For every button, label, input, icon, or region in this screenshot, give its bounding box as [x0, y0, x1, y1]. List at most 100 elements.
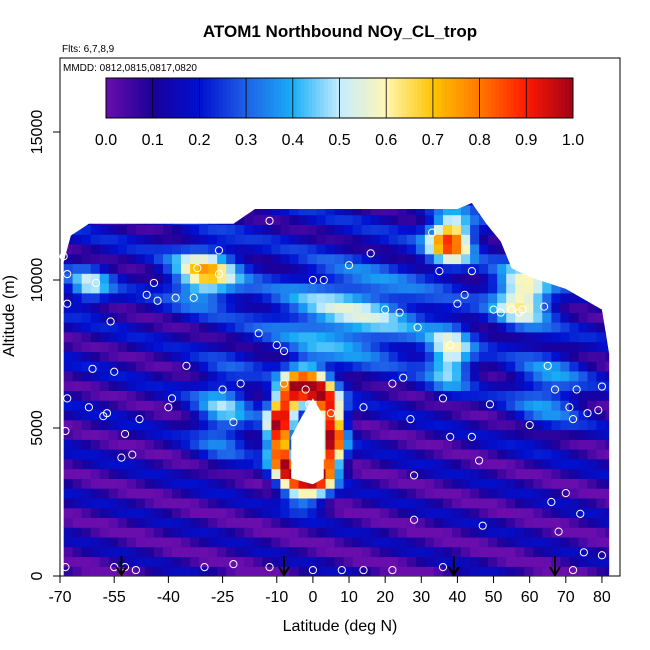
heatmap-cell	[479, 302, 489, 313]
heatmap-cell	[298, 361, 309, 372]
heatmap-cell	[244, 488, 254, 499]
heatmap-cell	[190, 273, 200, 284]
heatmap-cell	[325, 292, 336, 304]
heatmap-cell	[497, 214, 507, 225]
heatmap-cell	[199, 390, 209, 401]
heatmap-cell	[126, 292, 137, 304]
heatmap-cell	[81, 312, 92, 323]
heatmap-cell	[181, 488, 191, 499]
heatmap-cell	[99, 361, 110, 372]
heatmap-cell	[524, 253, 534, 265]
colorbar-segment	[168, 78, 173, 118]
heatmap-cell	[497, 361, 507, 372]
heatmap-cell	[90, 234, 101, 245]
sample-point	[568, 415, 578, 424]
heatmap-cell	[217, 312, 227, 323]
colorbar-segment	[495, 78, 500, 118]
heatmap-cell	[144, 370, 155, 382]
colorbar-segment	[191, 78, 197, 118]
heatmap-cell	[135, 322, 146, 333]
heatmap-cell	[63, 302, 74, 313]
heatmap-cell	[578, 380, 589, 391]
heatmap-cell	[217, 478, 227, 489]
colorbar-segment	[491, 78, 496, 118]
heatmap-cell	[452, 449, 462, 460]
heatmap-cell	[343, 351, 354, 362]
heatmap-cell	[81, 409, 92, 421]
sample-point	[565, 403, 574, 412]
heatmap-cell	[262, 390, 272, 401]
heatmap-cell	[361, 263, 372, 274]
heatmap-cell	[108, 214, 119, 225]
heatmap-cell	[587, 370, 598, 382]
heatmap-cell	[433, 390, 444, 401]
heatmap-cell	[461, 331, 471, 343]
heatmap-cell	[506, 204, 516, 216]
heatmap-cell	[117, 361, 128, 372]
sample-point	[88, 364, 97, 373]
heatmap-cell	[370, 390, 381, 401]
heatmap-cell	[497, 400, 507, 411]
heatmap-cell	[81, 234, 92, 245]
heatmap-cell	[415, 429, 426, 440]
heatmap-cell	[235, 263, 245, 274]
heatmap-cell	[461, 439, 471, 450]
heatmap-cell	[605, 566, 610, 577]
heatmap-cell	[81, 243, 92, 255]
heatmap-cell	[605, 224, 610, 235]
heatmap-cell	[72, 203, 83, 206]
heatmap-cell	[352, 390, 363, 401]
heatmap-cell	[533, 341, 543, 352]
heatmap-cell	[117, 458, 128, 470]
heatmap-cell	[497, 203, 507, 206]
heatmap-cell	[316, 390, 327, 401]
heatmap-cell	[208, 517, 218, 528]
heatmap-cell	[578, 204, 589, 216]
heatmap-cell	[226, 458, 236, 470]
heatmap-cell	[370, 331, 381, 343]
heatmap-cell	[515, 380, 525, 391]
heatmap-cell	[343, 400, 354, 411]
heatmap-cell	[596, 390, 607, 401]
heatmap-cell	[153, 214, 164, 225]
colorbar-segment	[152, 78, 158, 118]
heatmap-cell	[108, 341, 119, 352]
colorbar-segment	[203, 78, 208, 118]
heatmap-cell	[153, 380, 164, 391]
heatmap-cell	[135, 449, 146, 460]
heatmap-cell	[397, 302, 408, 313]
heatmap-cell	[506, 380, 516, 391]
heatmap-cell	[99, 292, 110, 304]
heatmap-cell	[144, 429, 155, 440]
heatmap-cell	[452, 468, 462, 479]
heatmap-cell	[163, 429, 173, 440]
heatmap-cell	[90, 331, 101, 343]
heatmap-cell	[361, 497, 372, 509]
heatmap-cell	[181, 478, 191, 489]
heatmap-cell	[560, 322, 570, 333]
heatmap-cell	[370, 361, 381, 372]
heatmap-cell	[289, 380, 299, 391]
heatmap-cell	[506, 566, 516, 577]
heatmap-cell	[424, 527, 435, 538]
heatmap-cell	[542, 224, 552, 235]
heatmap-cell	[461, 497, 471, 509]
heatmap-cell	[542, 536, 552, 548]
heatmap-cell	[352, 331, 363, 343]
heatmap-cell	[63, 204, 74, 216]
heatmap-cell	[63, 224, 74, 235]
heatmap-cell	[280, 331, 290, 343]
heatmap-cell	[506, 253, 516, 265]
sample-point	[110, 367, 119, 376]
sample-point	[554, 527, 563, 536]
heatmap-cell	[253, 429, 263, 440]
heatmap-cell	[289, 263, 299, 274]
colorbar-segment	[323, 78, 329, 118]
heatmap-cell	[370, 556, 381, 567]
heatmap-cell	[262, 429, 272, 440]
heatmap-cell	[208, 253, 218, 265]
heatmap-cell	[81, 536, 92, 548]
heatmap-cell	[569, 527, 579, 538]
heatmap-cell	[235, 488, 245, 499]
heatmap-cell	[271, 468, 281, 479]
